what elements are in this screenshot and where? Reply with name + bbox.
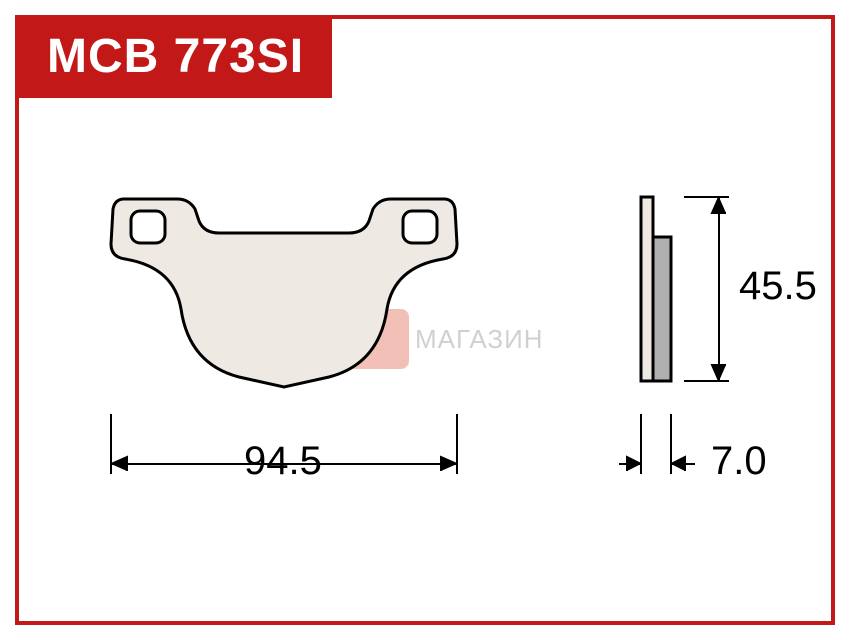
side-friction-material: [653, 237, 671, 381]
side-backing-plate: [641, 197, 653, 381]
right-mounting-hole: [403, 211, 437, 243]
thickness-dimension: [619, 414, 695, 474]
front-view: [111, 199, 457, 387]
height-value: 45.5: [739, 264, 817, 309]
drawing-frame: MCB 773SI МАГАЗИН: [15, 15, 835, 625]
left-mounting-hole: [131, 211, 165, 243]
technical-drawing: [19, 19, 839, 629]
thickness-value: 7.0: [711, 439, 767, 484]
height-dimension: [684, 197, 729, 381]
width-value: 94.5: [244, 439, 322, 484]
side-view: [641, 197, 671, 381]
